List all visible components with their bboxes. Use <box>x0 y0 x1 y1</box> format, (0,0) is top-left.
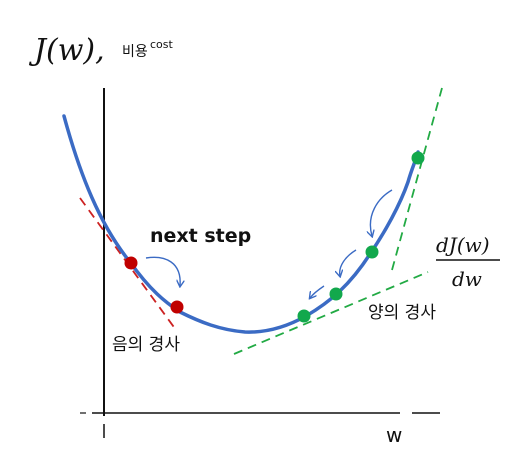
negative-slope-label: 음의 경사 <box>112 335 180 355</box>
next-step-label: next step <box>150 225 251 247</box>
green-point-2 <box>365 245 379 259</box>
green-point-4 <box>297 309 311 323</box>
step-arrow-red <box>145 256 180 286</box>
step-arrow-green-1 <box>370 189 393 236</box>
y-axis-label-math: J(w), <box>28 33 105 68</box>
derivative-denominator: dw <box>452 267 482 291</box>
positive-slope-tangent-steep <box>391 87 443 271</box>
step-arrow-green-2 <box>340 249 357 276</box>
y-axis-label-cost: cost <box>150 38 174 51</box>
positive-slope-label: 양의 경사 <box>368 303 436 323</box>
axes <box>80 88 440 438</box>
derivative-label: dJ(w) dw <box>436 233 500 291</box>
positive-slope-tangent-bottom <box>233 271 429 355</box>
red-point-1 <box>124 256 138 270</box>
red-point-2 <box>170 300 184 314</box>
green-point-1 <box>411 151 425 165</box>
green-point-3 <box>329 287 343 301</box>
y-axis-label-korean: 비용 <box>122 44 148 60</box>
derivative-numerator: dJ(w) <box>436 233 490 257</box>
x-axis-label: w <box>386 423 402 447</box>
step-arrow-green-3 <box>310 285 325 298</box>
